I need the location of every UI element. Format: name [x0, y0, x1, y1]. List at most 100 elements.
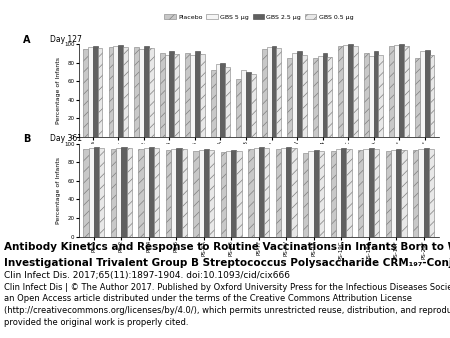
Bar [259, 147, 264, 237]
Bar [241, 70, 246, 137]
Bar [423, 148, 429, 237]
Bar [341, 148, 346, 237]
Bar [185, 53, 190, 137]
Bar [139, 49, 144, 137]
Bar [88, 47, 93, 137]
Bar [302, 55, 307, 137]
Bar [276, 48, 281, 137]
Bar [204, 149, 209, 237]
Bar [195, 51, 200, 137]
Bar [126, 148, 132, 237]
Text: Day 361: Day 361 [50, 135, 82, 143]
Bar [253, 148, 259, 237]
Bar [154, 148, 159, 237]
Bar [171, 149, 176, 237]
Bar [174, 54, 179, 137]
Bar [418, 149, 423, 237]
Bar [93, 46, 98, 137]
Bar [89, 148, 94, 237]
Bar [134, 47, 139, 137]
Bar [123, 47, 128, 137]
Bar [113, 46, 118, 137]
Bar [338, 46, 343, 137]
Bar [108, 47, 113, 137]
Bar [415, 58, 420, 137]
Bar [116, 148, 122, 237]
Bar [303, 153, 309, 237]
Legend: Placebo, GBS 5 μg, GBS 2.5 μg, GBS 0.5 μg: Placebo, GBS 5 μg, GBS 2.5 μg, GBS 0.5 μ… [162, 12, 356, 23]
Bar [413, 150, 418, 237]
Bar [181, 149, 187, 237]
Bar [378, 55, 383, 137]
Text: B: B [23, 135, 30, 144]
Bar [148, 48, 153, 137]
Bar [425, 49, 430, 137]
Bar [297, 51, 302, 137]
Bar [160, 53, 165, 137]
Bar [343, 45, 348, 137]
Bar [401, 150, 407, 237]
Bar [420, 51, 425, 137]
Bar [271, 46, 276, 137]
Bar [267, 47, 271, 137]
Bar [369, 148, 374, 237]
Bar [396, 149, 401, 237]
Bar [331, 151, 336, 237]
Bar [336, 149, 341, 237]
Bar [194, 151, 198, 237]
Bar [281, 148, 286, 237]
Text: Clin Infect Dis | © The Author 2017. Published by Oxford University Press for th: Clin Infect Dis | © The Author 2017. Pub… [4, 283, 450, 292]
Bar [323, 53, 328, 137]
Bar [358, 150, 364, 237]
Bar [144, 46, 148, 137]
Bar [200, 54, 205, 137]
Bar [248, 149, 253, 237]
Bar [309, 151, 314, 237]
Bar [144, 148, 149, 237]
Bar [176, 148, 181, 237]
Bar [328, 57, 332, 137]
Text: provided the original work is properly cited.: provided the original work is properly c… [4, 318, 189, 327]
Bar [369, 56, 374, 137]
Bar [429, 149, 434, 237]
Bar [190, 55, 195, 137]
Bar [226, 151, 231, 237]
Bar [98, 48, 103, 137]
Bar [166, 150, 171, 237]
Bar [389, 46, 394, 137]
Y-axis label: Percentage of Infants: Percentage of Infants [56, 57, 61, 124]
Bar [220, 63, 225, 137]
Text: Day 127: Day 127 [50, 34, 82, 44]
Bar [430, 55, 434, 137]
Bar [99, 148, 104, 237]
Bar [348, 44, 353, 137]
Bar [391, 150, 396, 237]
Bar [394, 45, 399, 137]
Text: (http://creativecommons.org/licenses/by/4.0/), which permits unrestricted reuse,: (http://creativecommons.org/licenses/by/… [4, 306, 450, 315]
Text: Investigational Trivalent Group B Streptococcus Polysaccharide CRM₁₉₇-Conjugate : Investigational Trivalent Group B Strept… [4, 258, 450, 268]
Bar [364, 53, 369, 137]
Bar [399, 44, 404, 137]
Bar [198, 150, 204, 237]
Bar [346, 149, 351, 237]
Bar [314, 150, 319, 237]
Bar [122, 147, 126, 237]
Bar [221, 152, 226, 237]
Bar [83, 149, 89, 237]
Bar [264, 148, 269, 237]
Bar [292, 148, 297, 237]
Bar [386, 151, 391, 237]
Bar [169, 51, 174, 137]
Bar [211, 70, 216, 137]
Bar [364, 149, 369, 237]
Y-axis label: Percentage of Infants: Percentage of Infants [56, 156, 61, 224]
Bar [83, 49, 88, 137]
Bar [236, 79, 241, 137]
Bar [276, 149, 281, 237]
Text: an Open Access article distributed under the terms of the Creative Commons Attri: an Open Access article distributed under… [4, 294, 413, 304]
Bar [319, 151, 324, 237]
Bar [216, 64, 220, 137]
Bar [288, 58, 292, 137]
Bar [286, 147, 292, 237]
Bar [209, 150, 214, 237]
